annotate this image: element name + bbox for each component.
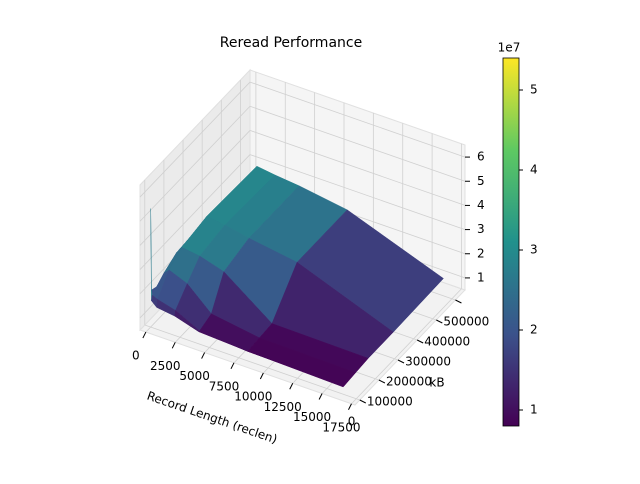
grid-line [139,81,251,198]
z-tick-label: 3 [477,222,485,236]
colorbar [502,57,520,427]
y-tick [436,319,443,324]
x-tick [171,342,176,349]
x-tick [259,372,264,380]
y-tick [397,359,405,364]
x-tick [348,403,352,410]
grid-line [249,130,466,206]
x-tick [230,362,235,370]
x-tick-label: 7500 [209,379,240,393]
grid-line [249,81,466,158]
surface-face [246,350,345,388]
grid-line [249,105,466,182]
z-tick-label: 6 [477,150,485,164]
grid-line [144,324,360,401]
colorbar-tick-label: 4 [530,163,538,177]
x-tick-label: 2500 [150,359,181,373]
y-axis-label: kB [429,376,444,390]
z-tick-label: 5 [477,174,485,188]
x-tick-label: 0 [132,349,140,363]
y-tick-label: 200000 [386,375,432,389]
y-tick [359,399,367,404]
colorbar-tick-label: 2 [530,323,538,337]
grid-line [139,130,251,246]
grid-line [139,105,251,222]
z-tick-label: 4 [477,198,485,212]
colorbar-tick-label: 1 [530,403,538,417]
y-tick-label: 100000 [367,395,413,409]
y-tick [416,339,424,344]
x-tick-label: 10000 [234,390,272,404]
x-tick-label: 5000 [179,369,210,383]
y-tick-label: 300000 [405,355,451,369]
y-tick-label: 0 [348,415,356,429]
colorbar-tick-label: 5 [530,83,538,97]
x-tick [318,393,323,400]
y-tick-label: 500000 [443,315,489,329]
grid-line [249,154,466,230]
x-tick [142,331,147,339]
z-tick-label: 2 [477,246,485,260]
y-tick [455,299,462,304]
x-tick-label: 12500 [264,400,302,414]
chart-title: Reread Performance [220,35,362,51]
z-tick-label: 1 [477,270,485,284]
x-tick-label: 15000 [293,410,331,424]
y-tick [378,379,386,384]
colorbar-tick-label: 3 [530,243,538,257]
grid-line [139,154,251,270]
x-tick [201,352,206,359]
x-tick [289,383,294,390]
x-tick-label: 17500 [322,420,360,434]
y-tick-label: 400000 [424,335,470,349]
grid-line [351,288,462,405]
colorbar-offset: 1e7 [498,41,521,55]
